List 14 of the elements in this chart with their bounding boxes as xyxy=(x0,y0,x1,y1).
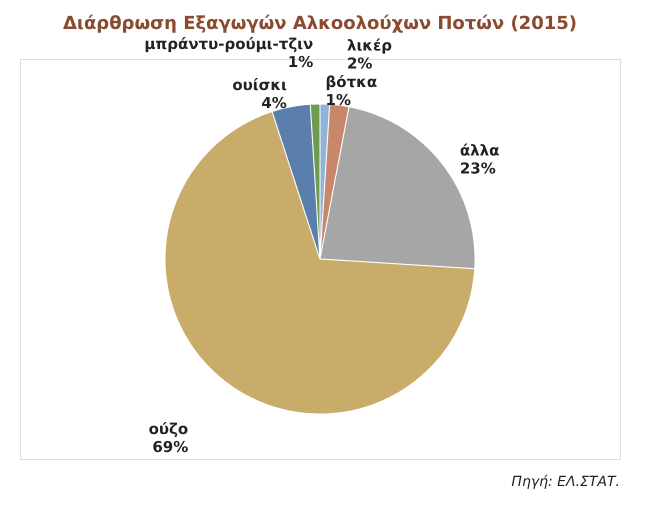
data-label: 4% xyxy=(261,94,287,112)
data-label: 2% xyxy=(346,54,372,73)
data-label: 23% xyxy=(460,160,496,178)
data-label: 69% xyxy=(152,438,188,456)
slice-label: μπράντυ-ρούμι-τζιν xyxy=(144,35,314,54)
text: Πηγή: ΕΛ.ΣΤΑΤ. xyxy=(511,474,620,490)
data-label: 1% xyxy=(288,53,314,72)
slice-label: άλλα xyxy=(460,142,500,160)
slice-label: ουίσκι xyxy=(232,76,287,94)
data-label: 1% xyxy=(326,91,352,110)
slice-label: λικέρ xyxy=(346,36,392,55)
chart-title: Διάρθρωση Εξαγωγών Αλκοολούχων Ποτών (2015) xyxy=(62,13,578,34)
slice-label: ούζο xyxy=(148,420,188,438)
slice-label: βότκα xyxy=(326,73,378,92)
